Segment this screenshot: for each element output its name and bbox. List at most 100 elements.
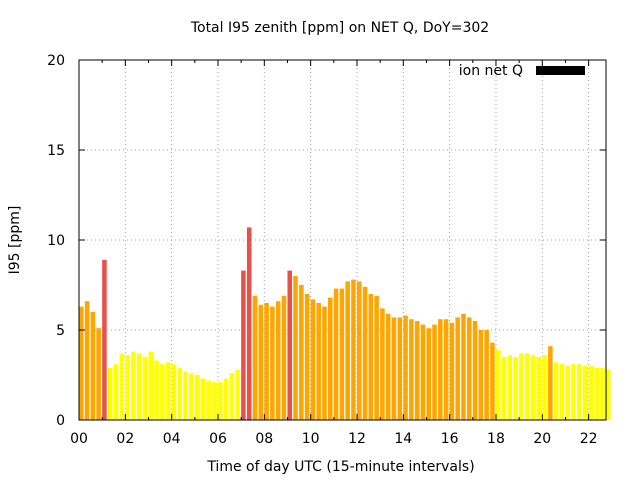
bar	[391, 317, 397, 420]
bar	[113, 364, 119, 420]
bar	[148, 351, 154, 420]
bar	[362, 286, 368, 420]
bar	[426, 328, 431, 420]
bar	[577, 364, 582, 420]
bar	[478, 330, 484, 420]
bar	[397, 317, 403, 420]
bar	[333, 288, 339, 420]
bar	[142, 357, 148, 420]
bar	[356, 281, 362, 420]
bar	[542, 355, 547, 420]
bar	[443, 319, 449, 420]
legend-swatch	[536, 66, 585, 75]
bar	[270, 306, 275, 420]
bar	[588, 366, 594, 420]
bar	[316, 303, 321, 420]
bar	[438, 319, 443, 420]
x-axis-ticks: 00 02 04 06 08 10 12 14 16 18 20 22	[70, 60, 598, 447]
x-tick-label: 22	[580, 431, 598, 447]
bar	[275, 301, 281, 420]
bar	[246, 227, 252, 420]
bar	[241, 270, 246, 420]
x-axis-label: Time of day UTC (15-minute intervals)	[206, 459, 474, 475]
bar	[553, 362, 559, 420]
bar	[252, 295, 258, 420]
bar	[160, 364, 165, 420]
bar	[304, 294, 310, 420]
bar	[385, 313, 391, 420]
bar-series	[79, 227, 611, 420]
bar	[403, 315, 408, 420]
bar	[96, 328, 101, 420]
bar	[548, 346, 553, 420]
x-tick-label: 00	[70, 431, 88, 447]
bar	[345, 281, 350, 420]
bar	[264, 303, 269, 420]
bar	[524, 353, 530, 420]
x-tick-label: 16	[441, 431, 459, 447]
bar	[171, 364, 177, 420]
y-axis-ticks: 0 5 10 15 20	[47, 53, 606, 429]
bar	[223, 378, 229, 420]
x-tick-label: 20	[533, 431, 551, 447]
bar	[507, 355, 513, 420]
bar	[409, 319, 414, 420]
chart-title: Total I95 zenith [ppm] on NET Q, DoY=302	[190, 20, 489, 36]
bar	[536, 357, 542, 420]
bar	[519, 353, 524, 420]
bar	[420, 324, 426, 420]
x-tick-label: 14	[394, 431, 412, 447]
bar	[380, 308, 385, 420]
bar	[374, 295, 379, 420]
legend-label: ion net Q	[459, 63, 523, 79]
bar	[299, 285, 304, 420]
bar	[328, 297, 333, 420]
bar	[136, 353, 142, 420]
bar	[200, 378, 206, 420]
bar	[339, 288, 345, 420]
bar	[455, 317, 460, 420]
bar	[594, 367, 599, 420]
bar	[414, 321, 420, 420]
bar	[432, 324, 437, 420]
bar	[258, 304, 264, 420]
x-tick-label: 08	[255, 431, 273, 447]
bar	[472, 321, 478, 420]
bar	[571, 364, 576, 420]
bar	[501, 357, 507, 420]
y-tick-label: 20	[47, 53, 65, 69]
bar	[217, 382, 223, 420]
bar	[131, 351, 136, 420]
y-tick-label: 15	[47, 143, 65, 159]
x-tick-label: 12	[348, 431, 366, 447]
bar	[90, 312, 96, 420]
y-tick-label: 10	[47, 233, 65, 249]
bar	[281, 295, 287, 420]
bar	[119, 353, 125, 420]
bar	[495, 349, 501, 420]
bar	[449, 322, 455, 420]
x-tick-label: 04	[163, 431, 181, 447]
bar	[484, 330, 489, 420]
bar	[461, 313, 466, 420]
bar	[102, 259, 107, 420]
bar	[582, 366, 588, 420]
bar	[559, 364, 565, 420]
bar	[530, 355, 536, 420]
y-tick-label: 0	[56, 413, 65, 429]
bar	[600, 367, 605, 420]
y-tick-label: 5	[56, 323, 65, 339]
y-axis-label: I95 [ppm]	[7, 206, 23, 275]
bar	[287, 270, 293, 420]
bar	[235, 369, 240, 420]
bar	[310, 299, 316, 420]
x-tick-label: 06	[209, 431, 227, 447]
bar	[189, 373, 194, 420]
bar	[84, 301, 90, 420]
bar	[212, 382, 217, 420]
bar	[490, 342, 495, 420]
bar	[513, 357, 518, 420]
bar	[606, 369, 611, 420]
x-tick-label: 02	[116, 431, 134, 447]
